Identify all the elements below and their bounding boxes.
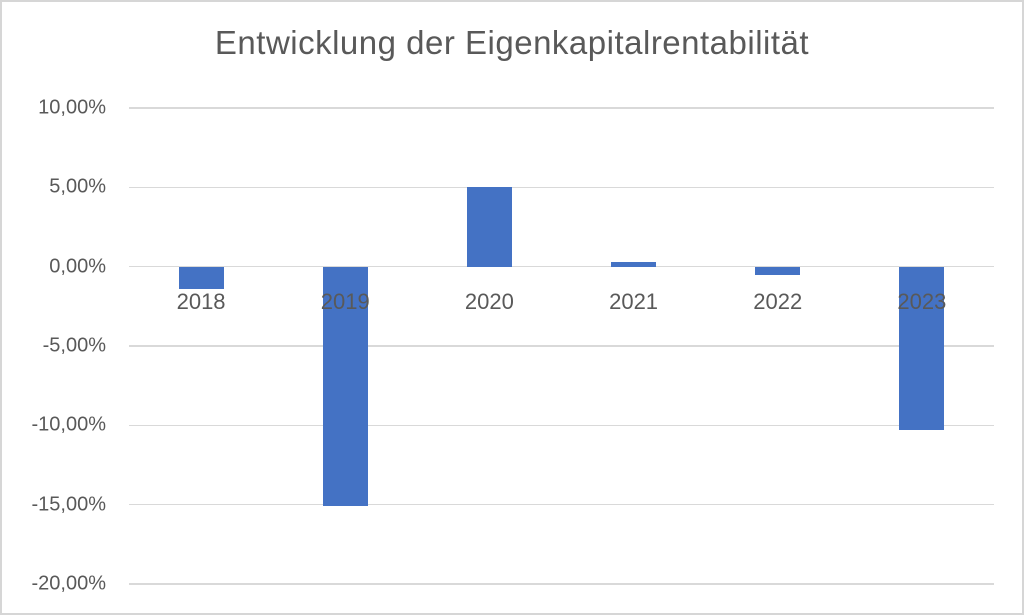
y-axis-tick-label: -15,00%: [31, 493, 107, 516]
x-axis-category-label: 2021: [609, 289, 659, 314]
bar-2023: [899, 266, 945, 431]
x-axis-category-label: 2020: [464, 289, 514, 314]
y-axis-tick-label: -5,00%: [42, 334, 106, 357]
x-axis-category-label: 2023: [897, 289, 947, 314]
gridline: [129, 265, 994, 268]
y-axis-tick-label: -10,00%: [31, 413, 107, 436]
y-axis-tick-label: 0,00%: [49, 255, 106, 278]
gridline: [129, 345, 994, 347]
bar-2020: [466, 187, 512, 267]
gridline: [129, 503, 994, 506]
x-axis-category-label: 2019: [320, 289, 370, 314]
y-axis-tick-label: 5,00%: [49, 175, 106, 198]
y-axis-tick-label: 10,00%: [38, 96, 106, 119]
chart-title: Entwicklung der Eigenkapitalrentabilität: [214, 24, 810, 61]
gridline: [129, 107, 994, 109]
x-axis-category-label: 2018: [176, 289, 226, 314]
gridline: [129, 186, 994, 189]
bar-2018: [178, 266, 224, 289]
gridline: [129, 583, 994, 585]
x-axis-category-label: 2022: [753, 289, 803, 314]
bar-2021: [611, 261, 657, 267]
gridline: [129, 424, 994, 427]
y-axis-tick-label: -20,00%: [31, 572, 107, 595]
bar-2022: [755, 266, 801, 275]
bar-2019: [322, 266, 368, 507]
